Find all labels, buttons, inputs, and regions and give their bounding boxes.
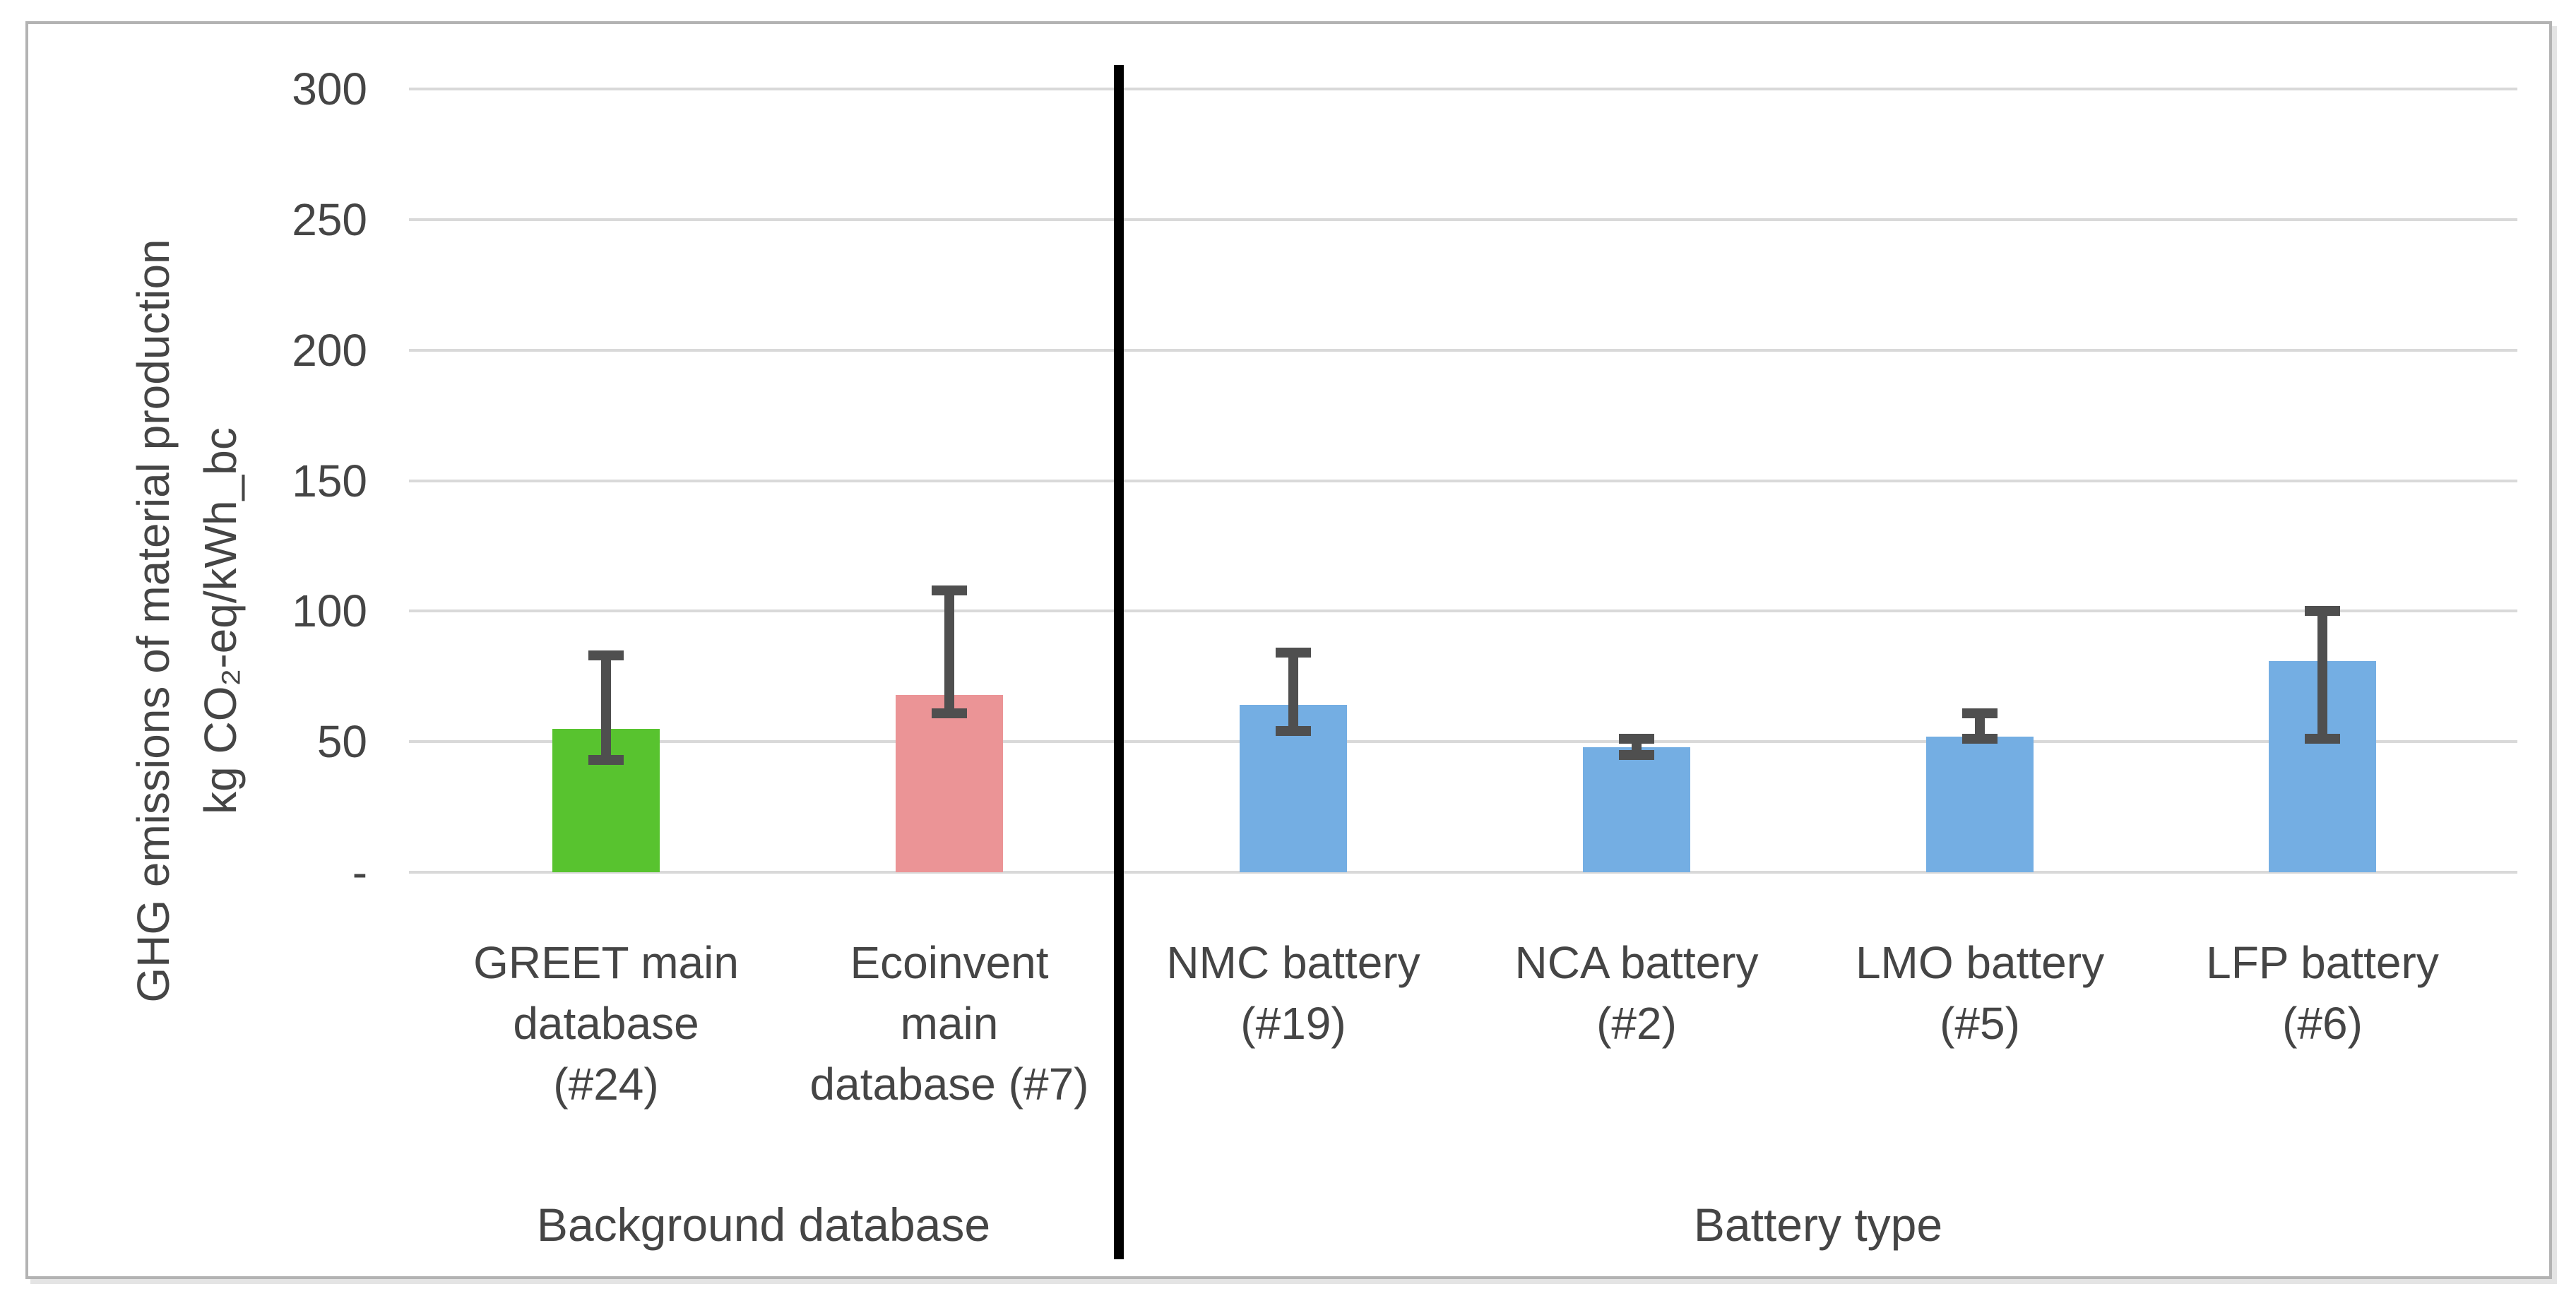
error-bar-cap-high-2 [932, 585, 967, 595]
gridline-0 [409, 871, 2517, 874]
bar-5 [1926, 736, 2034, 872]
gridline-300 [409, 88, 2517, 90]
group-label-2: Battery type [1693, 1199, 1943, 1251]
chart-frame: GHG emissions of material production kg … [25, 21, 2552, 1279]
error-bar-stem-2 [944, 590, 954, 713]
error-bar-stem-5 [1975, 713, 1985, 739]
x-category-label-5: LMO battery (#5) [1855, 937, 2105, 1049]
error-bar-stem-3 [1288, 653, 1298, 732]
y-tick-label-200: 200 [292, 324, 367, 376]
error-bar-cap-high-5 [1962, 708, 1998, 718]
error-bar-cap-high-4 [1619, 734, 1654, 744]
y-axis-title-line1: GHG emissions of material production [128, 239, 179, 1003]
gridline-250 [409, 218, 2517, 221]
bar-2 [896, 694, 1003, 872]
error-bar-stem-1 [601, 655, 611, 761]
x-category-label-4: NCA battery (#2) [1514, 937, 1759, 1049]
error-bar-cap-high-1 [588, 650, 624, 661]
y-tick-label-150: 150 [292, 455, 367, 506]
error-bar-cap-low-6 [2305, 734, 2340, 744]
x-category-label-2: Ecoinvent main database (#7) [809, 937, 1089, 1110]
y-tick-label-100: 100 [292, 585, 367, 637]
error-bar-cap-high-3 [1276, 648, 1311, 658]
x-category-label-6: LFP battery (#6) [2206, 937, 2439, 1049]
x-category-label-1: GREET main database (#24) [473, 937, 739, 1110]
error-bar-cap-low-4 [1619, 749, 1654, 760]
error-bar-cap-low-3 [1276, 726, 1311, 737]
gridline-150 [409, 479, 2517, 482]
y-tick-label-300: 300 [292, 64, 367, 114]
error-bar-cap-low-2 [932, 708, 967, 718]
y-tick-label-0: - [352, 847, 367, 898]
gridline-200 [409, 348, 2517, 352]
y-tick-label-50: 50 [316, 716, 367, 768]
error-bar-cap-low-1 [588, 755, 624, 766]
y-tick-label-250: 250 [292, 194, 367, 245]
gridline-100 [409, 610, 2517, 613]
error-bar-cap-low-5 [1962, 734, 1998, 744]
gridline-50 [409, 740, 2517, 744]
bar-4 [1583, 747, 1690, 872]
section-divider [1114, 65, 1124, 1259]
x-category-label-3: NMC battery (#19) [1166, 937, 1420, 1049]
group-label-1: Background database [536, 1199, 991, 1251]
error-bar-stem-6 [2317, 611, 2327, 739]
error-bar-cap-high-6 [2305, 606, 2340, 617]
